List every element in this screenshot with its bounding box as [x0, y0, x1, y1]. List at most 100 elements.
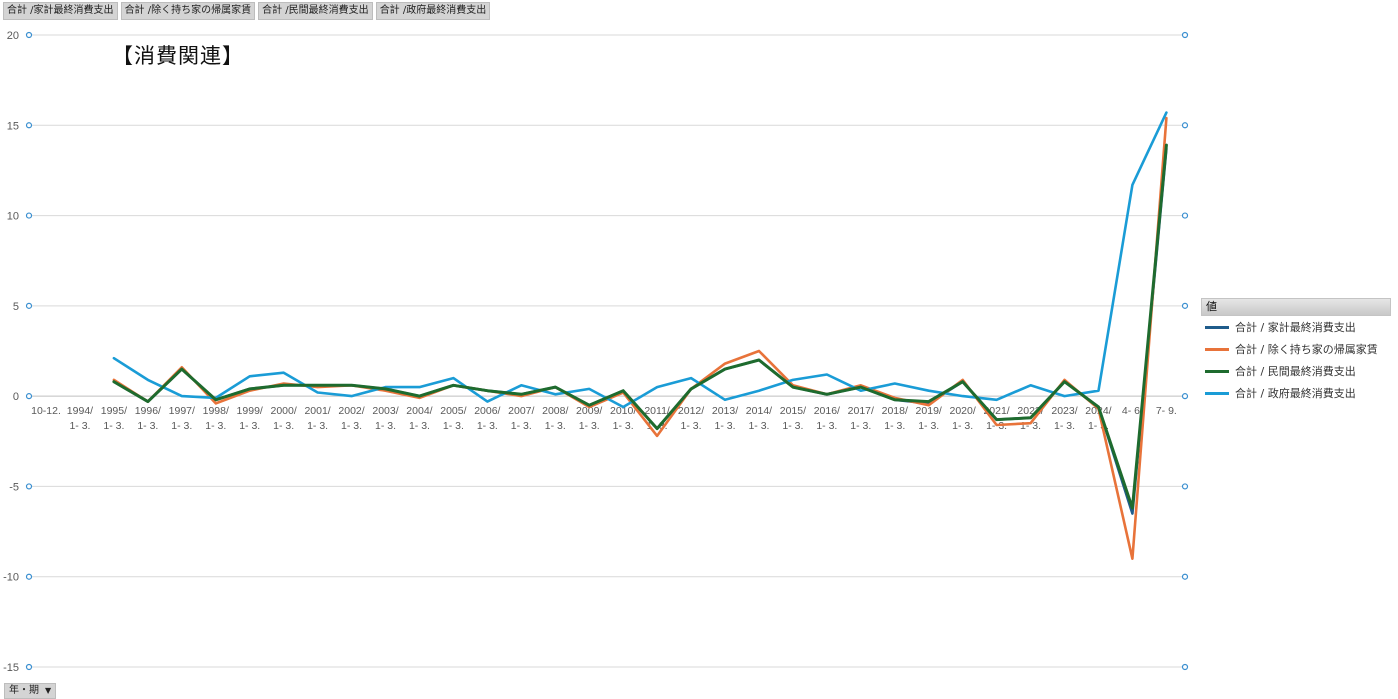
legend-label: 合計 / 家計最終消費支出	[1235, 321, 1356, 334]
y-axis-marker-right	[1181, 31, 1189, 39]
y-axis-marker-left	[25, 663, 33, 671]
x-tick-label: 1- 3.	[782, 420, 803, 432]
chart-title: 【消費関連】	[112, 44, 244, 68]
field-button-government[interactable]: 合計 /政府最終消費支出	[375, 2, 491, 20]
x-tick-label: 1- 3.	[714, 420, 735, 432]
legend: 値 合計 / 家計最終消費支出合計 / 除く持ち家の帰属家賃 合計 / 民間最終消…	[1201, 298, 1391, 404]
x-tick-label: 1996/	[135, 405, 161, 417]
legend-label: 合計 / 民間最終消費支出	[1235, 365, 1356, 378]
x-tick-label: 1- 3.	[443, 420, 464, 432]
field-button-excl-imputed-rent[interactable]: 合計 /除く持ち家の帰属家賃	[120, 2, 256, 20]
x-tick-label: 2019/	[916, 405, 942, 417]
x-tick-label: 2010/	[610, 405, 636, 417]
x-tick-label: 2009/	[576, 405, 602, 417]
y-tick-label: 10	[7, 211, 19, 223]
x-tick-label: 1997/	[169, 405, 195, 417]
y-axis-marker-left	[25, 31, 33, 39]
x-tick-label: 2006/	[474, 405, 500, 417]
dropdown-arrow-icon: ▼	[45, 686, 52, 695]
series-line-1	[112, 147, 1168, 515]
x-tick-label: 1999/	[237, 405, 263, 417]
x-tick-label: 1- 3.	[681, 420, 702, 432]
legend-swatch	[1205, 325, 1229, 329]
legend-label: 合計 / 政府最終消費支出	[1235, 387, 1356, 400]
legend-header: 値	[1201, 298, 1391, 316]
legend-item[interactable]: 合計 / 政府最終消費支出	[1201, 382, 1391, 404]
x-tick-label: 1- 3.	[409, 420, 430, 432]
field-button-private[interactable]: 合計 /民間最終消費支出	[258, 2, 373, 20]
x-tick-label: 2007/	[508, 405, 534, 417]
category-axis-label: 年・期	[9, 685, 39, 696]
x-tick-label: 4- 6.	[1122, 405, 1143, 417]
y-axis-marker-right	[1181, 122, 1189, 129]
y-axis-marker-right	[1181, 393, 1189, 400]
y-axis-marker-left	[25, 393, 33, 400]
y-axis-marker-right	[1181, 483, 1189, 490]
y-tick-label: 15	[7, 120, 19, 132]
y-tick-label: 20	[7, 30, 19, 42]
field-button-household[interactable]: 合計 /家計最終消費支出	[3, 2, 118, 20]
y-tick-label: 5	[13, 301, 19, 313]
category-axis-button[interactable]: 年・期 ▼	[4, 683, 57, 699]
x-tick-label: 1- 3.	[477, 420, 498, 432]
y-tick-label: -10	[3, 572, 19, 584]
legend-item[interactable]: 合計 / 家計最終消費支出	[1201, 316, 1391, 338]
x-tick-label: 1- 3.	[375, 420, 396, 432]
y-tick-label: 0	[13, 391, 19, 403]
x-tick-label: 1- 3.	[205, 420, 226, 432]
x-tick-label: 1- 3.	[307, 420, 328, 432]
x-tick-label: 2011/	[644, 405, 670, 417]
x-tick-label: 1- 3.	[545, 420, 566, 432]
legend-item[interactable]: 合計 / 除く持ち家の帰属家賃	[1201, 338, 1391, 360]
y-axis-marker-right	[1181, 663, 1189, 671]
legend-items: 合計 / 家計最終消費支出合計 / 除く持ち家の帰属家賃 合計 / 民間最終消費支…	[1201, 316, 1391, 404]
x-tick-label: 2018/	[882, 405, 908, 417]
legend-item[interactable]: 合計 / 民間最終消費支出	[1201, 360, 1391, 382]
x-tick-label: 1- 3.	[613, 420, 634, 432]
x-tick-label: 1- 3.	[816, 420, 837, 432]
series-line-4	[112, 111, 1168, 409]
x-tick-label: 2023/	[1051, 405, 1077, 417]
x-tick-label: 1- 3.	[239, 420, 260, 432]
series-line-2	[112, 116, 1168, 560]
y-axis-marker-left	[25, 573, 33, 580]
legend-label: 合計 / 除く持ち家の帰属家賃	[1235, 343, 1378, 356]
x-tick-label: 2016/	[814, 405, 840, 417]
x-tick-label: 1- 3.	[884, 420, 905, 432]
y-axis-marker-right	[1181, 302, 1189, 309]
x-tick-label: 2002/	[338, 405, 364, 417]
y-tick-label: -15	[3, 662, 19, 674]
legend-swatch	[1205, 369, 1229, 373]
y-axis-marker-right	[1181, 212, 1189, 219]
x-tick-label: 2015/	[780, 405, 806, 417]
x-tick-label: 1- 3.	[137, 420, 158, 432]
x-tick-label: 2008/	[542, 405, 568, 417]
x-tick-label: 2014/	[746, 405, 772, 417]
x-tick-label: 1998/	[203, 405, 229, 417]
x-tick-label: 1- 3.	[341, 420, 362, 432]
y-axis-marker-left	[25, 212, 33, 219]
x-tick-label: 1- 3.	[918, 420, 939, 432]
y-axis-marker-left	[25, 122, 33, 129]
x-tick-label: 2020/	[950, 405, 976, 417]
x-tick-label: 1- 3.	[952, 420, 973, 432]
x-tick-label: 2017/	[848, 405, 874, 417]
x-tick-label: 2012/	[678, 405, 704, 417]
field-buttons: 合計 /家計最終消費支出 合計 /除く持ち家の帰属家賃 合計 /民間最終消費支出…	[3, 2, 491, 20]
x-tick-label: 2000/	[271, 405, 297, 417]
x-tick-label: 1- 3.	[850, 420, 871, 432]
x-tick-label: 1994/	[67, 405, 93, 417]
x-tick-label: 2005/	[440, 405, 466, 417]
x-tick-label: 2001/	[304, 405, 330, 417]
y-tick-label: -5	[9, 481, 19, 493]
x-tick-label: 1- 3.	[579, 420, 600, 432]
x-tick-label: 7- 9.	[1156, 405, 1177, 417]
x-tick-label: 2003/	[372, 405, 398, 417]
x-tick-label: 1- 3.	[273, 420, 294, 432]
x-tick-label: 1- 3.	[103, 420, 124, 432]
series-line-3	[112, 143, 1168, 510]
x-tick-label: 2013/	[712, 405, 738, 417]
y-axis-marker-right	[1181, 573, 1189, 580]
x-tick-label: 1- 3.	[1054, 420, 1075, 432]
